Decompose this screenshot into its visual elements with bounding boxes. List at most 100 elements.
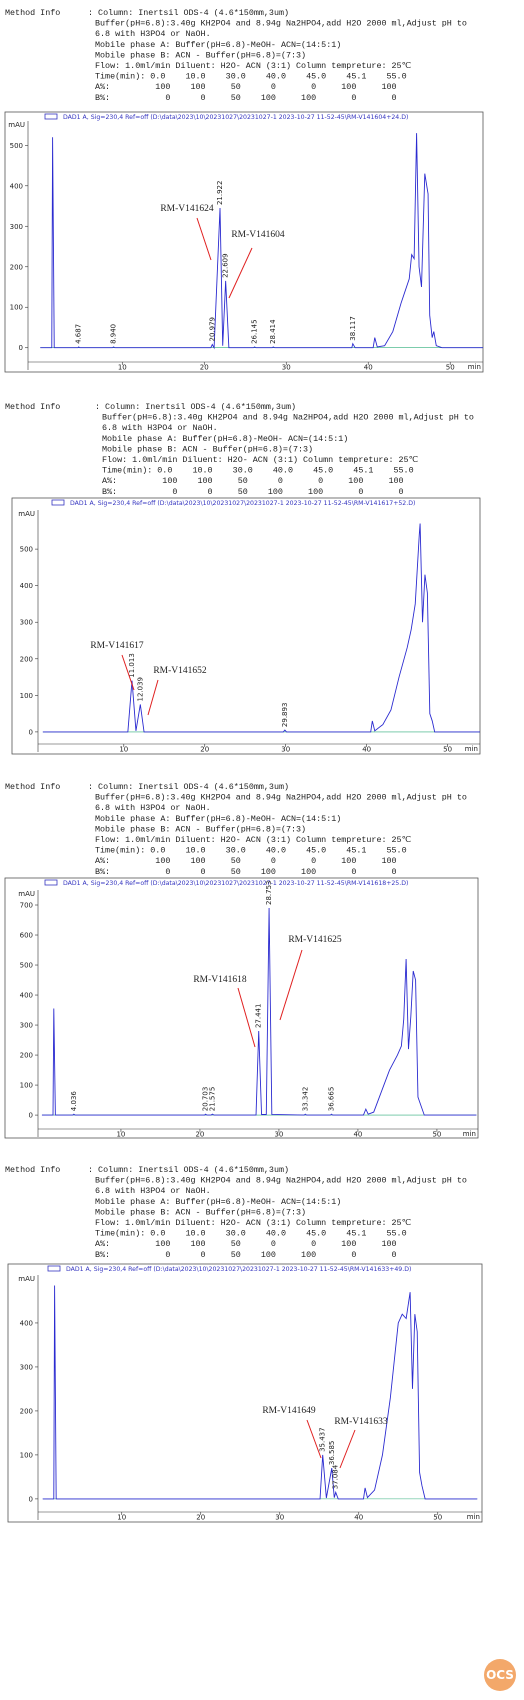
method-info-line: Flow: 1.0ml/min Diluent: H2O- ACN (3:1) … [95, 835, 411, 845]
method-info-line: 6.8 with H3PO4 or NaOH. [95, 1186, 211, 1196]
compound-label: RM-V141652 [153, 666, 207, 676]
peak-label: 33.342 [301, 1087, 309, 1112]
compound-label: RM-V141649 [262, 1406, 316, 1416]
y-tick-label: 500 [20, 962, 33, 970]
method-info-line: A%: 100 100 50 0 0 100 100 [95, 856, 397, 866]
logo-text: OCS [486, 1668, 514, 1682]
chart-frame [4, 877, 479, 1139]
trace [42, 523, 480, 733]
y-tick-label: 200 [20, 655, 33, 663]
y-axis-label: mAU [18, 890, 35, 898]
method-info-line: B%: 0 0 50 100 100 0 0 [95, 93, 397, 103]
compound-label: RM-V141633 [334, 1417, 388, 1427]
compound-label: RM-V141618 [193, 975, 247, 985]
trace [41, 908, 477, 1116]
peak-label: 27.441 [255, 1004, 263, 1029]
peak-label: 21.922 [216, 181, 224, 206]
y-tick-label: 500 [10, 142, 23, 150]
logo [484, 1659, 516, 1691]
annotation-arrow [279, 949, 303, 1021]
method-info-line: : Column: Inertsil ODS-4 (4.6*150mm,3um) [88, 782, 289, 792]
x-tick-label: 40 [353, 1131, 362, 1139]
peak-label: 20.703 [201, 1087, 209, 1112]
method-info-line: 6.8 with H3PO4 or NaOH. [102, 423, 218, 433]
method-info-line: Flow: 1.0ml/min Diluent: H2O- ACN (3:1) … [95, 1218, 411, 1228]
method-info-line: Buffer(pH=6.8):3.40g KH2PO4 and 8.94g Na… [95, 793, 467, 803]
method-info-line: Buffer(pH=6.8):3.40g KH2PO4 and 8.94g Na… [102, 413, 474, 423]
trace [42, 1285, 478, 1500]
peak-label: 26.145 [251, 319, 259, 344]
chart-header: DAD1 A, Sig=230,4 Ref=off (D:\data\2023\… [63, 114, 408, 121]
x-tick-label: 40 [362, 746, 371, 754]
peak-label: 36.665 [328, 1087, 336, 1112]
x-tick-label: 30 [281, 746, 290, 754]
method-info-line: Mobile phase B: ACN - Buffer(pH=6.8)=(7:… [95, 824, 306, 834]
chart-frame [4, 111, 484, 373]
method-info-line: Mobile phase A: Buffer(pH=6.8)-MeOH- ACN… [102, 434, 348, 444]
legend-swatch [44, 879, 58, 886]
y-tick-label: 200 [20, 1407, 33, 1415]
peak-label: 4.036 [70, 1091, 78, 1112]
method-info-line: Time(min): 0.0 10.0 30.0 40.0 45.0 45.1 … [95, 1229, 407, 1239]
x-tick-label: 30 [274, 1131, 283, 1139]
y-tick-label: 400 [20, 1319, 33, 1327]
y-tick-label: 700 [20, 902, 33, 910]
method-info-line: Buffer(pH=6.8):3.40g KH2PO4 and 8.94g Na… [95, 19, 467, 29]
y-tick-label: 300 [10, 223, 23, 231]
method-info-line: A%: 100 100 50 0 0 100 100 [95, 1239, 397, 1249]
method-info-line: Time(min): 0.0 10.0 30.0 40.0 45.0 45.1 … [102, 466, 414, 476]
annotation-arrow [196, 217, 212, 261]
peak-label: 4.687 [75, 324, 83, 344]
y-tick-label: 300 [20, 1022, 33, 1030]
chart-frame [11, 497, 481, 755]
y-tick-label: 0 [29, 728, 33, 736]
y-tick-label: 400 [10, 182, 23, 190]
method-info-line: A%: 100 100 50 0 0 100 100 [102, 476, 404, 486]
peak-label: 20.979 [208, 317, 216, 342]
chart-header: DAD1 A, Sig=230,4 Ref=off (D:\data\2023\… [70, 500, 415, 507]
method-info-line: B%: 0 0 50 100 100 0 0 [95, 867, 397, 877]
annotation-arrow [147, 679, 159, 716]
compound-label: RM-V141625 [288, 935, 342, 945]
trace [40, 133, 483, 350]
method-info-line: Flow: 1.0ml/min Diluent: H2O- ACN (3:1) … [95, 61, 411, 71]
chart-header: DAD1 A, Sig=230,4 Ref=off (D:\data\2023\… [63, 880, 408, 887]
y-tick-label: 0 [29, 1112, 33, 1120]
x-tick-label: 20 [200, 364, 209, 372]
annotation-arrow [339, 1429, 356, 1469]
y-tick-label: 600 [20, 932, 33, 940]
legend-swatch [44, 113, 58, 120]
annotation-arrow [121, 654, 135, 691]
x-axis-label: min [465, 745, 478, 753]
method-info-line: Mobile phase B: ACN - Buffer(pH=6.8)=(7:… [95, 50, 306, 60]
x-tick-label: 10 [118, 364, 127, 372]
x-tick-label: 50 [432, 1131, 441, 1139]
annotation-arrow [237, 987, 256, 1048]
method-info-label: Method Info [5, 402, 60, 412]
x-tick-label: 20 [195, 1131, 204, 1139]
compound-label: RM-V141604 [231, 230, 285, 240]
peak-label: 35.437 [319, 1427, 327, 1452]
method-info-line: A%: 100 100 50 0 0 100 100 [95, 82, 397, 92]
y-tick-label: 100 [10, 304, 23, 312]
method-info-line: : Column: Inertsil ODS-4 (4.6*150mm,3um) [88, 8, 289, 18]
y-tick-label: 400 [20, 992, 33, 1000]
annotation-arrow [306, 1419, 322, 1459]
y-axis-label: mAU [8, 121, 25, 129]
method-info-line: B%: 0 0 50 100 100 0 0 [95, 1250, 397, 1260]
y-tick-label: 100 [20, 1451, 33, 1459]
y-tick-label: 300 [20, 1363, 33, 1371]
x-tick-label: 10 [116, 1131, 125, 1139]
method-info-line: Flow: 1.0ml/min Diluent: H2O- ACN (3:1) … [102, 455, 418, 465]
x-tick-label: 50 [443, 746, 452, 754]
method-info-line: Mobile phase B: ACN - Buffer(pH=6.8)=(7:… [95, 1207, 306, 1217]
x-axis-label: min [463, 1130, 476, 1138]
x-tick-label: 50 [446, 364, 455, 372]
y-tick-label: 300 [20, 619, 33, 627]
method-info-line: Mobile phase A: Buffer(pH=6.8)-MeOH- ACN… [95, 814, 341, 824]
peak-label: 29.893 [281, 703, 289, 728]
x-tick-label: 50 [433, 1514, 442, 1522]
peak-label: 8.940 [110, 324, 118, 344]
x-tick-label: 40 [354, 1514, 363, 1522]
